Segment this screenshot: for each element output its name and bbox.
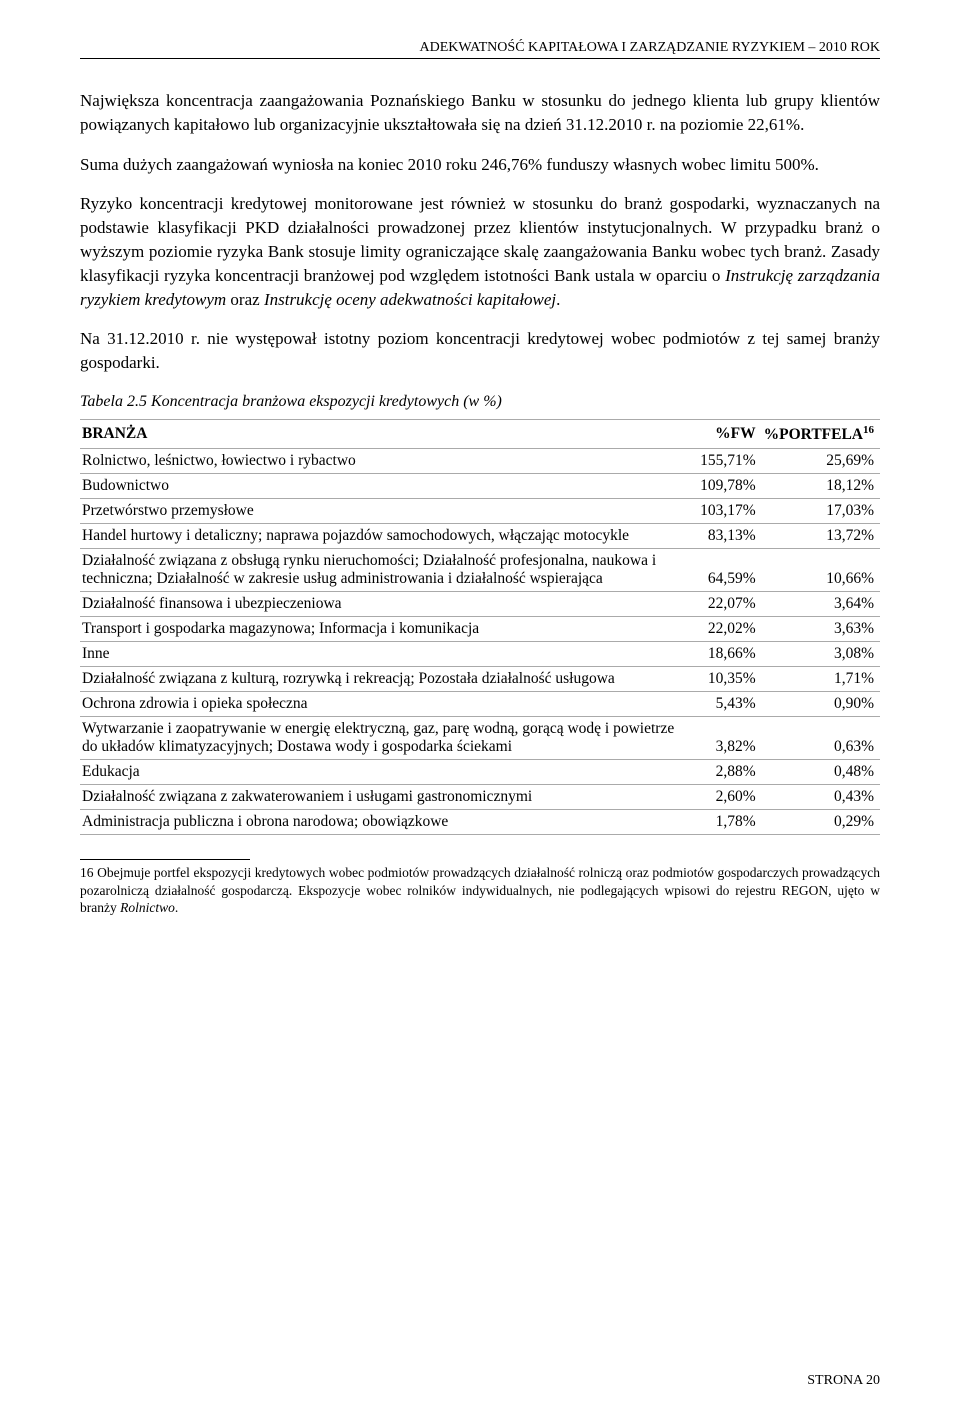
table-header-row: BRANŻA %FW %PORTFELA16: [80, 419, 880, 448]
table-row: Wytwarzanie i zaopatrywanie w energię el…: [80, 717, 880, 760]
cell-fw: 3,82%: [698, 717, 762, 760]
cell-label: Ochrona zdrowia i opieka społeczna: [80, 692, 698, 717]
cell-fw: 1,78%: [698, 810, 762, 835]
col-branza: BRANŻA: [80, 419, 698, 448]
table-row: Transport i gospodarka magazynowa; Infor…: [80, 617, 880, 642]
col-portfela: %PORTFELA16: [762, 419, 880, 448]
page-footer: STRONA 20: [807, 1373, 880, 1389]
cell-portfela: 1,71%: [762, 667, 880, 692]
cell-label: Edukacja: [80, 760, 698, 785]
table-row: Działalność związana z obsługą rynku nie…: [80, 549, 880, 592]
cell-fw: 103,17%: [698, 499, 762, 524]
cell-portfela: 3,64%: [762, 592, 880, 617]
cell-fw: 18,66%: [698, 642, 762, 667]
cell-label: Działalność związana z zakwaterowaniem i…: [80, 785, 698, 810]
cell-label: Działalność finansowa i ubezpieczeniowa: [80, 592, 698, 617]
footnote-16: 16 Obejmuje portfel ekspozycji kredytowy…: [80, 864, 880, 917]
table-row: Działalność związana z kulturą, rozrywką…: [80, 667, 880, 692]
cell-fw: 10,35%: [698, 667, 762, 692]
sector-concentration-table: BRANŻA %FW %PORTFELA16 Rolnictwo, leśnic…: [80, 419, 880, 835]
cell-portfela: 3,08%: [762, 642, 880, 667]
table-row: Działalność związana z zakwaterowaniem i…: [80, 785, 880, 810]
cell-label: Budownictwo: [80, 474, 698, 499]
cell-label: Działalność związana z obsługą rynku nie…: [80, 549, 698, 592]
cell-fw: 64,59%: [698, 549, 762, 592]
paragraph-1: Największa koncentracja zaangażowania Po…: [80, 89, 880, 137]
cell-label: Przetwórstwo przemysłowe: [80, 499, 698, 524]
table-row: Handel hurtowy i detaliczny; naprawa poj…: [80, 524, 880, 549]
cell-portfela: 25,69%: [762, 449, 880, 474]
cell-fw: 109,78%: [698, 474, 762, 499]
cell-portfela: 0,90%: [762, 692, 880, 717]
cell-label: Administracja publiczna i obrona narodow…: [80, 810, 698, 835]
table-row: Przetwórstwo przemysłowe103,17%17,03%: [80, 499, 880, 524]
paragraph-3: Ryzyko koncentracji kredytowej monitorow…: [80, 192, 880, 311]
cell-label: Handel hurtowy i detaliczny; naprawa poj…: [80, 524, 698, 549]
cell-label: Wytwarzanie i zaopatrywanie w energię el…: [80, 717, 698, 760]
cell-portfela: 17,03%: [762, 499, 880, 524]
page-header: ADEKWATNOŚĆ KAPITAŁOWA I ZARZĄDZANIE RYZ…: [80, 40, 880, 59]
cell-fw: 2,60%: [698, 785, 762, 810]
cell-portfela: 18,12%: [762, 474, 880, 499]
cell-portfela: 3,63%: [762, 617, 880, 642]
table-row: Administracja publiczna i obrona narodow…: [80, 810, 880, 835]
cell-portfela: 10,66%: [762, 549, 880, 592]
table-row: Działalność finansowa i ubezpieczeniowa2…: [80, 592, 880, 617]
cell-portfela: 0,63%: [762, 717, 880, 760]
table-row: Ochrona zdrowia i opieka społeczna5,43%0…: [80, 692, 880, 717]
cell-label: Rolnictwo, leśnictwo, łowiectwo i rybact…: [80, 449, 698, 474]
cell-portfela: 13,72%: [762, 524, 880, 549]
cell-fw: 2,88%: [698, 760, 762, 785]
cell-label: Inne: [80, 642, 698, 667]
paragraph-2: Suma dużych zaangażowań wyniosła na koni…: [80, 153, 880, 177]
cell-fw: 155,71%: [698, 449, 762, 474]
cell-label: Działalność związana z kulturą, rozrywką…: [80, 667, 698, 692]
table-row: Inne18,66%3,08%: [80, 642, 880, 667]
cell-fw: 22,02%: [698, 617, 762, 642]
cell-fw: 83,13%: [698, 524, 762, 549]
cell-fw: 22,07%: [698, 592, 762, 617]
col-fw: %FW: [698, 419, 762, 448]
cell-portfela: 0,29%: [762, 810, 880, 835]
paragraph-4: Na 31.12.2010 r. nie występował istotny …: [80, 327, 880, 375]
cell-label: Transport i gospodarka magazynowa; Infor…: [80, 617, 698, 642]
footnote-separator: [80, 859, 250, 860]
cell-portfela: 0,43%: [762, 785, 880, 810]
table-caption: Tabela 2.5 Koncentracja branżowa ekspozy…: [80, 393, 880, 411]
table-row: Budownictwo109,78%18,12%: [80, 474, 880, 499]
cell-portfela: 0,48%: [762, 760, 880, 785]
cell-fw: 5,43%: [698, 692, 762, 717]
table-row: Edukacja2,88%0,48%: [80, 760, 880, 785]
table-row: Rolnictwo, leśnictwo, łowiectwo i rybact…: [80, 449, 880, 474]
